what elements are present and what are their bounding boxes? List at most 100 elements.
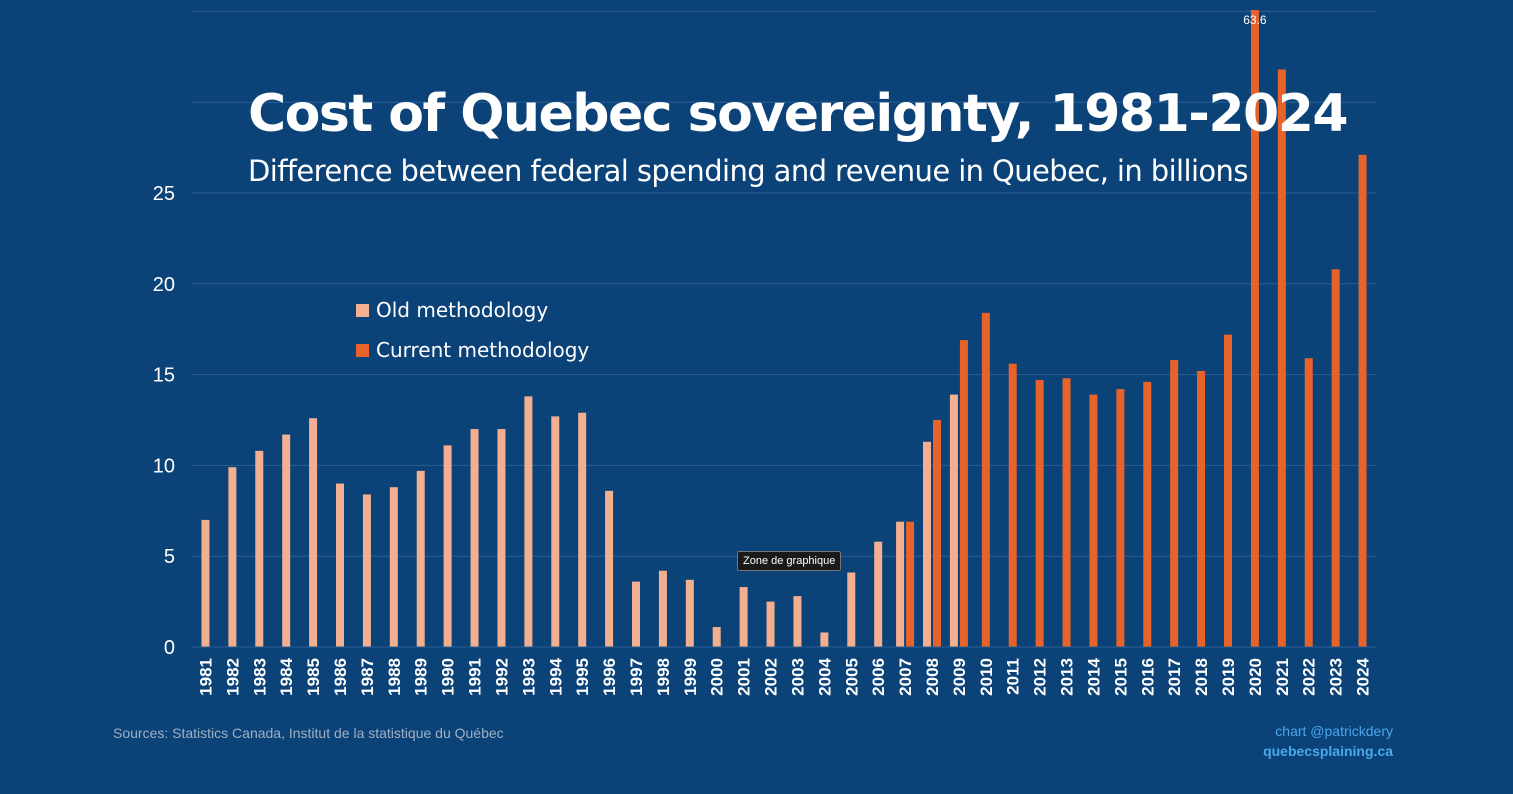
x-tick-label: 1985 bbox=[304, 658, 323, 696]
legend-swatch-current bbox=[356, 343, 369, 357]
y-tick-label: 5 bbox=[164, 546, 175, 568]
chart-area-tooltip: Zone de graphique bbox=[737, 551, 842, 571]
bar-current-2012 bbox=[1035, 380, 1044, 647]
x-tick-label: 1988 bbox=[385, 658, 404, 696]
x-tick-label: 2011 bbox=[1004, 658, 1023, 695]
bar-current-2016 bbox=[1143, 381, 1152, 647]
y-tick-label: 0 bbox=[164, 637, 175, 659]
bar-old-1994 bbox=[551, 416, 560, 647]
x-tick-label: 1981 bbox=[196, 658, 215, 696]
chart-subtitle: Difference between federal spending and … bbox=[248, 154, 1248, 188]
bar-old-1982 bbox=[228, 467, 237, 647]
bar-old-2000 bbox=[712, 627, 721, 647]
legend-item-current: Current methodology bbox=[356, 338, 589, 362]
chart-title: Cost of Quebec sovereignty, 1981-2024 bbox=[248, 84, 1349, 144]
y-axis: 0 5 10 15 20 25 bbox=[153, 183, 175, 659]
bar-current-2019 bbox=[1224, 334, 1232, 647]
bar-current-2013 bbox=[1062, 378, 1071, 647]
bar-old-1996 bbox=[605, 490, 614, 647]
x-tick-label: 2021 bbox=[1273, 658, 1292, 696]
y-tick-label: 15 bbox=[153, 365, 175, 387]
x-axis: 1981 1982 1983 1984 1985 1986 1987 1988 1989 1990… bbox=[192, 646, 1376, 696]
x-tick-label: 1986 bbox=[331, 658, 350, 696]
bar-old-1988 bbox=[389, 487, 398, 647]
x-tick-label: 1997 bbox=[627, 658, 646, 696]
x-tick-label: 2009 bbox=[950, 658, 969, 696]
x-tick-label: 2019 bbox=[1219, 658, 1238, 696]
bar-old-2005 bbox=[847, 572, 856, 647]
legend-label-current: Current methodology bbox=[376, 338, 590, 362]
bar-current-2014 bbox=[1089, 394, 1098, 647]
credit-website[interactable]: quebecsplaining.ca bbox=[1263, 743, 1393, 759]
x-tick-label: 2005 bbox=[842, 658, 861, 696]
gridlines bbox=[192, 10, 1376, 648]
y-tick-label: 20 bbox=[153, 274, 175, 296]
bar-current-2011 bbox=[1008, 363, 1017, 647]
bar-old-2003 bbox=[793, 596, 802, 647]
bar-old-2002 bbox=[766, 601, 775, 647]
bar-old-1987 bbox=[362, 494, 371, 647]
bar-old-1992 bbox=[497, 429, 506, 647]
bar-old-2007 bbox=[896, 521, 905, 647]
x-tick-label: 1983 bbox=[250, 658, 269, 696]
x-tick-label: 2006 bbox=[869, 658, 888, 696]
x-tick-label: 1990 bbox=[439, 658, 458, 696]
x-tick-label: 2012 bbox=[1031, 658, 1050, 696]
x-tick-label: 2017 bbox=[1165, 658, 1184, 696]
x-tick-label: 2007 bbox=[896, 658, 915, 696]
x-tick-label: 1998 bbox=[654, 658, 673, 696]
x-tick-label: 2002 bbox=[762, 658, 781, 696]
x-tick-label: 1992 bbox=[492, 658, 511, 696]
bar-current-2021 bbox=[1277, 69, 1286, 647]
credit: chart @patrickdery quebecsplaining.ca bbox=[1263, 721, 1393, 761]
bar-current-2010 bbox=[981, 312, 990, 647]
x-tick-label: 1999 bbox=[681, 658, 700, 696]
y-tick-label: 25 bbox=[153, 183, 175, 205]
bar-old-1998 bbox=[658, 570, 667, 647]
bar-old-1993 bbox=[524, 396, 533, 647]
sources-note: Sources: Statistics Canada, Institut de … bbox=[113, 725, 504, 741]
bar-old-1989 bbox=[416, 470, 425, 647]
bar-old-1999 bbox=[685, 579, 694, 647]
y-tick-label: 10 bbox=[153, 455, 175, 477]
x-tick-label: 1982 bbox=[223, 658, 242, 696]
x-tick-label: 2022 bbox=[1300, 658, 1319, 696]
x-tick-label: 1994 bbox=[546, 657, 565, 695]
bar-old-1990 bbox=[443, 445, 452, 647]
bar-old-1997 bbox=[632, 581, 640, 647]
bar-current-2008 bbox=[933, 420, 941, 647]
x-tick-label: 1991 bbox=[466, 658, 485, 696]
legend: Old methodology Current methodology bbox=[356, 298, 589, 378]
legend-label-old: Old methodology bbox=[376, 298, 549, 322]
x-tick-label: 2023 bbox=[1327, 658, 1346, 696]
bar-current-2024 bbox=[1358, 154, 1367, 647]
bar-old-1983 bbox=[255, 450, 264, 647]
legend-swatch-old bbox=[356, 303, 369, 317]
bar-current-2018 bbox=[1197, 370, 1206, 647]
x-tick-label: 2015 bbox=[1111, 658, 1130, 696]
data-labels: 63.6 bbox=[1243, 13, 1267, 27]
x-tick-label: 2001 bbox=[735, 658, 754, 696]
bar-current-2007 bbox=[906, 521, 915, 647]
bar-current-2022 bbox=[1304, 358, 1313, 647]
bars bbox=[201, 10, 1367, 647]
x-tick-label: 2020 bbox=[1246, 658, 1265, 696]
bar-current-2023 bbox=[1331, 269, 1340, 647]
bar-current-2015 bbox=[1116, 389, 1125, 647]
bar-old-2009 bbox=[949, 394, 958, 647]
x-tick-label: 1993 bbox=[519, 658, 538, 696]
x-tick-label: 1989 bbox=[412, 658, 431, 696]
bar-old-2004 bbox=[820, 632, 829, 647]
x-tick-label: 2008 bbox=[923, 658, 942, 696]
x-tick-label: 2004 bbox=[815, 657, 834, 695]
x-tick-label: 2013 bbox=[1058, 658, 1077, 696]
bar-old-1986 bbox=[336, 483, 344, 647]
x-tick-label: 1995 bbox=[573, 658, 592, 696]
credit-handle: chart @patrickdery bbox=[1275, 723, 1393, 739]
bar-old-1984 bbox=[282, 434, 291, 647]
bar-old-1985 bbox=[309, 418, 318, 647]
bar-old-2001 bbox=[739, 587, 748, 647]
x-tick-label: 1984 bbox=[277, 657, 296, 695]
bar-old-2006 bbox=[874, 541, 883, 647]
